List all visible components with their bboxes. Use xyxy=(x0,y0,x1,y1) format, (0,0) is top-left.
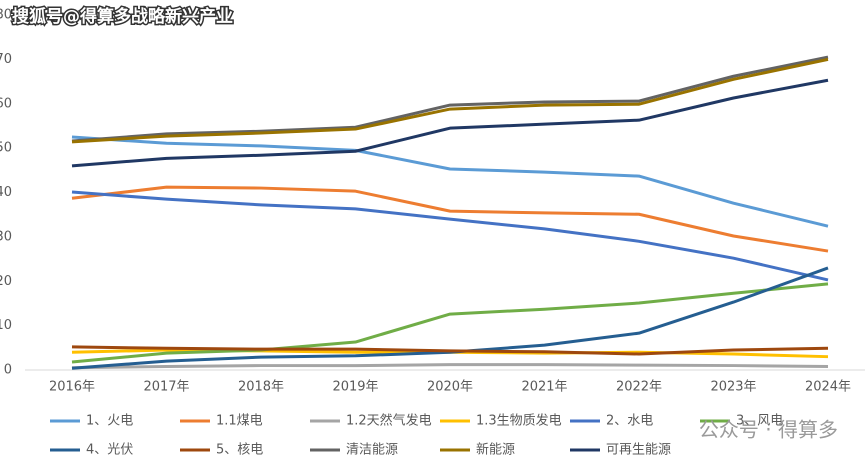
series-line xyxy=(71,57,829,144)
series-line xyxy=(71,282,829,364)
series-line xyxy=(71,190,829,282)
y-tick-label: 30 xyxy=(0,229,12,244)
legend-label: 1.3生物质发电 xyxy=(476,413,562,429)
legend-label: 1、火电 xyxy=(86,414,133,429)
x-tick-label: 2019年 xyxy=(332,380,378,395)
series-line xyxy=(71,78,829,168)
legend-label: 1.2天然气发电 xyxy=(346,413,432,429)
series-line xyxy=(71,345,829,356)
x-tick-label: 2023年 xyxy=(710,380,756,395)
y-tick-label: 10 xyxy=(0,318,12,333)
x-tick-label: 2024年 xyxy=(805,380,851,395)
x-tick-label: 2022年 xyxy=(616,380,662,395)
y-tick-label: 0 xyxy=(4,363,12,378)
y-tick-label: 70 xyxy=(0,52,12,67)
watermark: 公众号 · 得算多 xyxy=(699,418,838,442)
legend-label: 2、水电 xyxy=(606,414,653,429)
y-tick-label: 20 xyxy=(0,274,12,289)
x-tick-label: 2020年 xyxy=(427,380,473,395)
y-tick-label: 40 xyxy=(0,185,12,200)
x-tick-label: 2018年 xyxy=(238,380,284,395)
series-line xyxy=(71,363,829,370)
series-line xyxy=(71,185,829,253)
legend-label: 新能源 xyxy=(476,442,515,458)
y-tick-label: 50 xyxy=(0,141,12,156)
x-tick-label: 2021年 xyxy=(521,380,567,395)
y-tick-label: 80 xyxy=(0,8,12,23)
series-line xyxy=(71,135,829,228)
legend-label: 1.1煤电 xyxy=(216,414,263,429)
legend-label: 清洁能源 xyxy=(346,443,398,458)
legend-label: 5、核电 xyxy=(216,443,263,458)
watermark: 搜狐号@得算多战略新兴产业 xyxy=(12,6,233,27)
legend-label: 4、光伏 xyxy=(86,443,133,458)
legend-label: 可再生能源 xyxy=(606,443,671,458)
legend-label: 3、风电 xyxy=(736,414,783,429)
x-tick-label: 2016年 xyxy=(49,380,95,395)
y-tick-label: 60 xyxy=(0,96,12,111)
x-tick-label: 2017年 xyxy=(143,380,189,395)
series-line xyxy=(71,55,829,143)
